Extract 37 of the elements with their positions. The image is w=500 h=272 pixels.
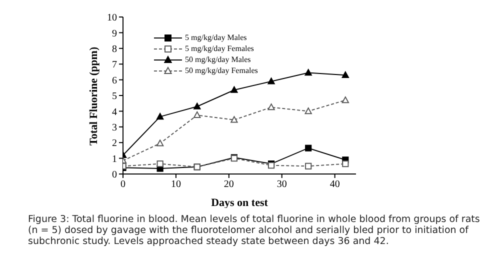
y-tick-label: 5 (112, 91, 117, 102)
caption: Figure 3: Total fluorine in blood. Mean levels of total fluorine in whole blood from groups of rats (n = 5) dosed by gavage with the fluorotelomer alcohol and serially bled prior to initiation of subchronic study. Levels approached steady state between days 36 and 42. (28, 214, 481, 247)
point (305, 162, 312, 170)
point (342, 71, 349, 78)
y-tick-label: 7 (112, 60, 117, 71)
legend-label: 5 mg/kg/day Females (185, 44, 254, 53)
point (304, 107, 312, 114)
x-tick-label: 0 (120, 179, 126, 190)
y-tick-label: 4 (112, 106, 117, 118)
point (268, 78, 275, 84)
point (156, 160, 164, 168)
y-tick-label: 6 (112, 75, 117, 86)
legend-label: 5 mg/kg/day Males (185, 33, 247, 42)
y-tick-label: 2 (112, 138, 117, 150)
point (230, 116, 238, 123)
point (194, 102, 201, 110)
legend-label: 50 mg/kg/day Females (185, 66, 258, 75)
point (194, 111, 201, 118)
y-tick-label: 1 (112, 154, 117, 165)
legend-label: 50 mg/kg/day Males (185, 55, 251, 64)
x-axis-title: Days on test (211, 197, 268, 209)
y-tick-label: 8 (112, 44, 117, 55)
point (342, 160, 349, 168)
point (156, 112, 164, 120)
y-tick-label: 9 (112, 28, 117, 40)
x-tick-label: 10 (170, 179, 181, 190)
x-tick-label: 30 (276, 179, 287, 190)
x-tick-label: 20 (224, 179, 234, 190)
point (156, 140, 164, 146)
point (230, 86, 238, 93)
point (305, 144, 312, 152)
y-tick-label: 3 (112, 122, 117, 134)
y-axis-title: Total Fluorine (ppm) (88, 46, 100, 146)
y-tick-label: 10 (107, 12, 117, 24)
x-tick-label: 40 (330, 179, 340, 190)
point (304, 69, 312, 76)
y-tick-label: 0 (112, 170, 117, 181)
